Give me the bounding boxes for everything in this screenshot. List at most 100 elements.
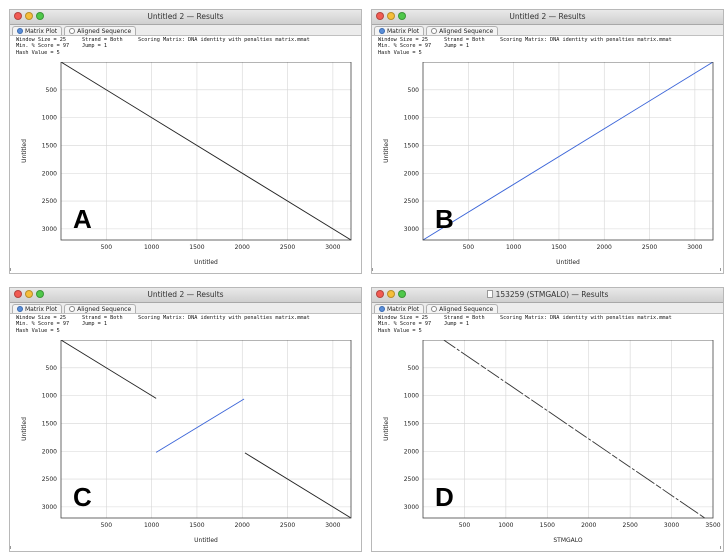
- param-window-size: Window Size = 25: [378, 315, 428, 321]
- y-tick-label: 500: [46, 87, 58, 94]
- zoom-icon[interactable]: [398, 290, 406, 298]
- matrix-plot[interactable]: 500 1000 1500 2000 2500 3000 3500 500 1000 1500 20…: [372, 340, 723, 551]
- tab-aligned-sequence[interactable]: Aligned Sequence: [426, 26, 499, 35]
- window-controls: [14, 12, 44, 20]
- zoom-icon[interactable]: [36, 290, 44, 298]
- y-axis-label: Untitled: [383, 417, 390, 441]
- x-tick-label: 2500: [642, 244, 657, 251]
- matrix-plot[interactable]: 500 1000 1500 2000 2500 3000 500 1000 1500 2000 25…: [10, 62, 361, 273]
- zoom-icon[interactable]: [36, 12, 44, 20]
- tab-bar: Matrix Plot Aligned Sequence: [372, 303, 723, 314]
- title-bar[interactable]: Untitled 2 — Results: [372, 10, 723, 25]
- x-tick-label: 2000: [597, 244, 612, 251]
- minimize-icon[interactable]: [25, 290, 33, 298]
- tab-label: Matrix Plot: [25, 27, 58, 35]
- y-tick-label: 1000: [404, 115, 419, 122]
- y-tick-label: 500: [408, 87, 420, 94]
- x-tick-label: 1500: [540, 522, 555, 529]
- parameter-summary: Window Size = 25 Strand = Both Scoring Mat…: [372, 36, 723, 62]
- y-tick-label: 1000: [404, 393, 419, 400]
- tab-matrix-plot[interactable]: Matrix Plot: [12, 304, 63, 313]
- y-tick-label: 1000: [42, 115, 57, 122]
- x-tick-label: 500: [101, 244, 113, 251]
- param-strand: Strand = Both: [444, 315, 485, 321]
- minimize-icon[interactable]: [387, 290, 395, 298]
- plot-area: [423, 340, 713, 518]
- matrix-plot[interactable]: 500 1000 1500 2000 2500 3000 500 1000 1500 2000 25…: [10, 340, 361, 551]
- parameter-summary: Window Size = 25 Strand = Both Scoring Mat…: [10, 36, 361, 62]
- results-window[interactable]: Untitled 2 — Results Matrix Plot Aligned S…: [9, 9, 362, 274]
- title-bar[interactable]: 153259 (STMGALO) — Results: [372, 288, 723, 303]
- tab-aligned-sequence[interactable]: Aligned Sequence: [64, 26, 137, 35]
- window-controls: [376, 12, 406, 20]
- tab-label: Aligned Sequence: [77, 305, 132, 313]
- zoom-icon[interactable]: [398, 12, 406, 20]
- plot-frame: [422, 62, 714, 241]
- tab-matrix-plot[interactable]: Matrix Plot: [374, 26, 425, 35]
- close-icon[interactable]: [14, 12, 22, 20]
- x-axis-label: Untitled: [194, 259, 218, 266]
- param-window-size: Window Size = 25: [378, 37, 428, 43]
- tab-radio-icon: [17, 28, 23, 34]
- tab-radio-icon: [69, 28, 76, 34]
- tab-aligned-sequence[interactable]: Aligned Sequence: [426, 304, 499, 313]
- y-tick-label: 500: [46, 365, 58, 372]
- param-scoring-matrix: Scoring Matrix: DNA identity with penalt…: [500, 37, 672, 43]
- close-icon[interactable]: [14, 290, 22, 298]
- x-tick-label: 1000: [144, 522, 159, 529]
- tab-radio-icon: [379, 306, 385, 312]
- x-tick-label: 1000: [506, 244, 521, 251]
- x-tick-label: 3500: [705, 522, 720, 529]
- plot-frame: [422, 340, 714, 519]
- y-tick-label: 1000: [42, 393, 57, 400]
- param-hash-value: Hash Value = 5: [378, 327, 422, 334]
- param-jump: Jump = 1: [444, 321, 469, 328]
- tab-radio-icon: [431, 28, 438, 34]
- panel-label: A: [73, 204, 92, 234]
- param-min-score: Min. % Score = 97: [16, 321, 70, 328]
- y-axis-label: Untitled: [21, 139, 28, 163]
- window-title: Untitled 2 — Results: [147, 290, 224, 299]
- title-bar[interactable]: Untitled 2 — Results: [10, 10, 361, 25]
- y-tick-label: 3000: [42, 226, 57, 233]
- forward-strand-match-line: [60, 62, 352, 241]
- tab-aligned-sequence[interactable]: Aligned Sequence: [64, 304, 137, 313]
- tab-bar: Matrix Plot Aligned Sequence: [10, 303, 361, 314]
- reverse-strand-match-line: [155, 398, 245, 453]
- window-title-wrap: Untitled 2 — Results: [10, 11, 361, 23]
- reverse-strand-match-line: [422, 62, 714, 241]
- window-edge-mark: [372, 268, 373, 271]
- x-tick-label: 1000: [144, 244, 159, 251]
- document-icon: [486, 290, 493, 298]
- minimize-icon[interactable]: [387, 12, 395, 20]
- param-hash-value: Hash Value = 5: [16, 327, 60, 334]
- tab-matrix-plot[interactable]: Matrix Plot: [12, 26, 63, 35]
- title-bar[interactable]: Untitled 2 — Results: [10, 288, 361, 303]
- x-tick-label: 3000: [325, 244, 340, 251]
- tab-bar: Matrix Plot Aligned Sequence: [10, 25, 361, 36]
- tab-matrix-plot[interactable]: Matrix Plot: [374, 304, 425, 313]
- tab-label: Matrix Plot: [387, 27, 420, 35]
- x-tick-label: 2500: [623, 522, 638, 529]
- x-tick-label: 1500: [551, 244, 566, 251]
- y-tick-label: 2500: [404, 476, 419, 483]
- y-tick-label: 1500: [404, 420, 419, 427]
- tab-radio-icon: [431, 306, 438, 312]
- tab-radio-icon: [379, 28, 385, 34]
- results-window[interactable]: Untitled 2 — Results Matrix Plot Aligned S…: [9, 287, 362, 552]
- window-edge-mark: [720, 268, 721, 271]
- param-strand: Strand = Both: [444, 37, 485, 43]
- x-tick-label: 1000: [498, 522, 513, 529]
- results-window[interactable]: 153259 (STMGALO) — Results Matrix Plot Ali…: [371, 287, 724, 552]
- close-icon[interactable]: [376, 12, 384, 20]
- minimize-icon[interactable]: [25, 12, 33, 20]
- matrix-plot[interactable]: 500 1000 1500 2000 2500 3000 500 1000 1500 2000 25…: [372, 62, 723, 273]
- x-axis-label: STMGALO: [553, 537, 583, 544]
- close-icon[interactable]: [376, 290, 384, 298]
- tab-radio-icon: [69, 306, 76, 312]
- results-window[interactable]: Untitled 2 — Results Matrix Plot Aligned S…: [371, 9, 724, 274]
- y-tick-label: 2500: [404, 198, 419, 205]
- window-controls: [14, 290, 44, 298]
- param-jump: Jump = 1: [444, 43, 469, 50]
- x-tick-label: 1500: [189, 522, 204, 529]
